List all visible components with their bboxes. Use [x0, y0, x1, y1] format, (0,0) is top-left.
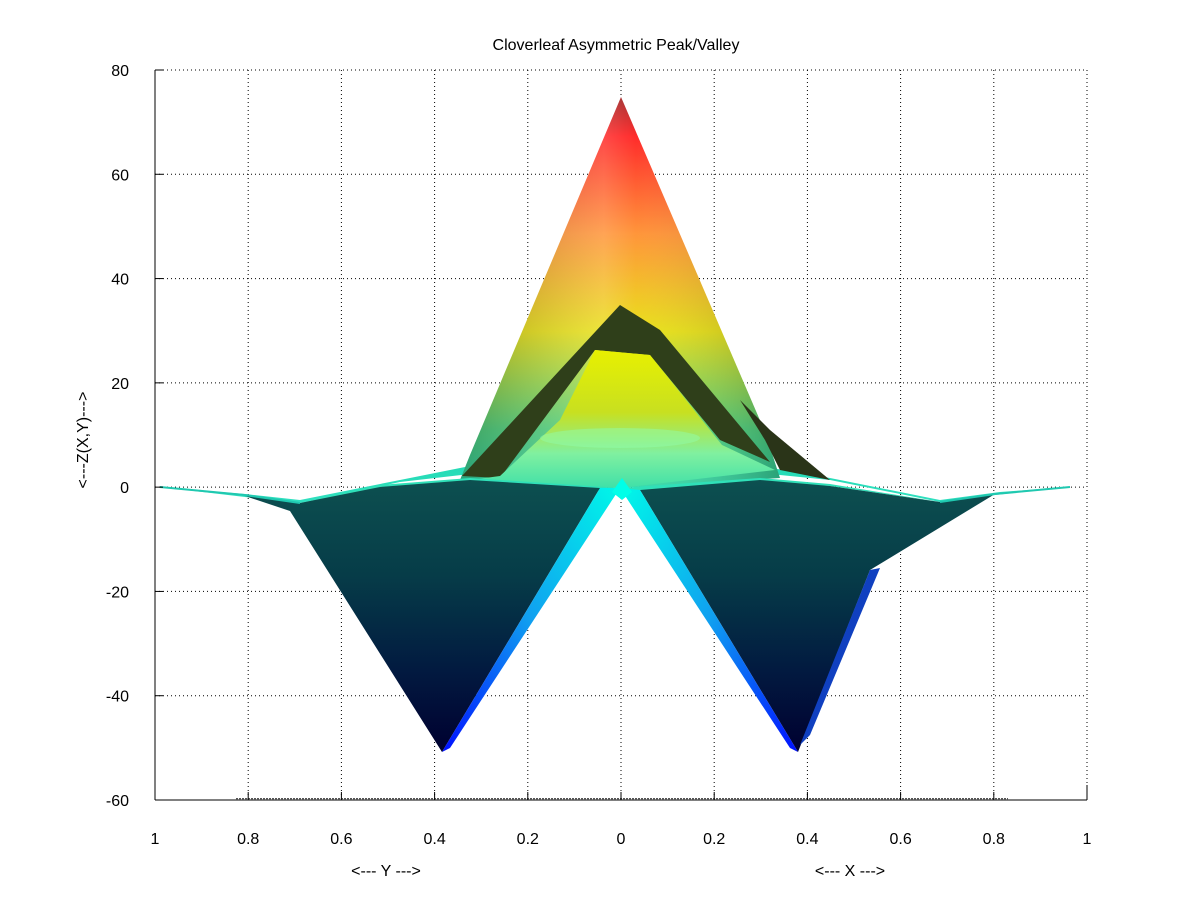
- z-tick-label: 60: [111, 167, 129, 184]
- surface-valley-left: [245, 480, 600, 752]
- bottom-tick-label: 1: [151, 831, 160, 848]
- bottom-tick-label: 0.2: [517, 831, 539, 848]
- surface-valley-left-wall: [442, 488, 620, 752]
- bottom-tick-label: 1: [1083, 831, 1092, 848]
- bottom-tick-label: 0.4: [423, 831, 445, 848]
- bottom-tick-label: 0.6: [330, 831, 352, 848]
- z-tick-label: 80: [111, 63, 129, 80]
- chart-title: Cloverleaf Asymmetric Peak/Valley: [493, 37, 740, 54]
- x-axis-label: <--- X --->: [815, 863, 885, 880]
- z-tick-label: -20: [106, 584, 129, 601]
- surface-inner-peak: [470, 350, 775, 488]
- bottom-tick-label: 0: [617, 831, 626, 848]
- z-tick-label: 20: [111, 376, 129, 393]
- bottom-tick-label: 0.6: [889, 831, 911, 848]
- z-tick-label: 40: [111, 272, 129, 289]
- bottom-tick-labels: 1 0.8 0.6 0.4 0.2 0 0.2 0.4 0.6 0.8 1: [151, 792, 1092, 848]
- y-axis-label: <--- Y --->: [351, 863, 421, 880]
- z-tick-labels: -60 -40 -20 0 20 40 60 80: [106, 63, 163, 810]
- z-tick-label: -40: [106, 689, 129, 706]
- bottom-tick-label: 0.2: [703, 831, 725, 848]
- z-axis-label: <---Z(X,Y)--->: [75, 392, 92, 489]
- z-tick-label: 0: [120, 480, 129, 497]
- surface-valley-right: [640, 480, 995, 752]
- surface-valley-right-wall: [620, 488, 798, 752]
- surface: [159, 97, 1071, 800]
- surface-inner-ridge: [462, 305, 770, 478]
- z-tick-label: -60: [106, 793, 129, 810]
- bottom-tick-label: 0.8: [237, 831, 259, 848]
- bottom-tick-label: 0.4: [796, 831, 818, 848]
- bottom-tick-label: 0.8: [983, 831, 1005, 848]
